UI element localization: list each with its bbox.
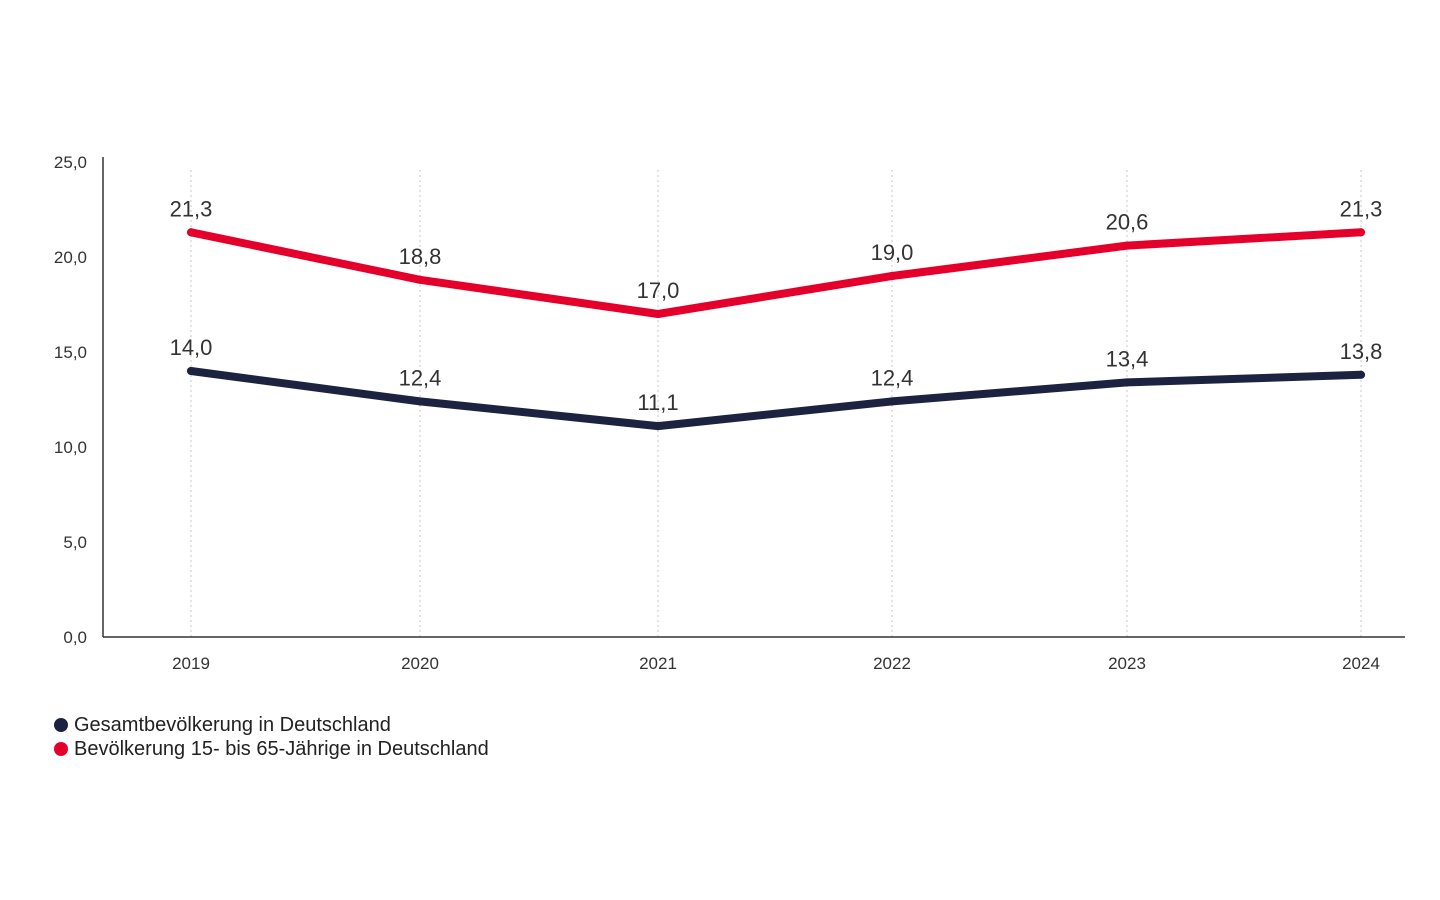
legend-marker-total xyxy=(54,718,68,732)
legend-label-working-age: Bevölkerung 15- bis 65-Jährige in Deutsc… xyxy=(74,737,489,760)
data-label: 12,4 xyxy=(871,365,914,390)
x-tick-label: 2022 xyxy=(873,654,911,673)
data-label: 14,0 xyxy=(170,335,213,360)
data-label: 21,3 xyxy=(1340,196,1383,221)
x-tick-label: 2021 xyxy=(639,654,677,673)
data-point xyxy=(654,422,662,431)
data-point xyxy=(654,310,662,318)
data-point xyxy=(888,272,896,280)
data-labels: 14,0 12,4 11,1 12,4 13,4 13,8 21,3 18,8 17,0 19,0… xyxy=(170,196,1383,415)
legend-marker-working-age xyxy=(54,742,68,756)
data-label: 17,0 xyxy=(637,278,680,303)
y-tick-label: 0,0 xyxy=(63,628,87,647)
y-tick-label: 5,0 xyxy=(63,533,87,552)
data-point xyxy=(1357,370,1365,379)
data-point xyxy=(1357,228,1365,237)
data-point xyxy=(187,367,195,375)
legend: Gesamtbevölkerung in Deutschland Bevölke… xyxy=(54,713,489,761)
y-axis-ticks: 0,0 5,0 10,0 15,0 20,0 25,0 xyxy=(54,153,87,647)
y-tick-label: 25,0 xyxy=(54,153,87,172)
x-tick-label: 2024 xyxy=(1342,654,1380,673)
legend-item-working-age: Bevölkerung 15- bis 65-Jährige in Deutsc… xyxy=(54,737,489,761)
data-point xyxy=(416,397,424,406)
data-label: 13,4 xyxy=(1106,346,1149,371)
series-line-1 xyxy=(187,228,1365,318)
data-label: 13,8 xyxy=(1340,339,1383,364)
x-axis-ticks: 2019 2020 2021 2022 2023 2024 xyxy=(172,654,1380,673)
x-tick-label: 2023 xyxy=(1108,654,1146,673)
data-point xyxy=(416,275,424,284)
x-tick-label: 2019 xyxy=(172,654,210,673)
data-label: 11,1 xyxy=(637,390,678,415)
data-label: 21,3 xyxy=(170,196,213,221)
data-point xyxy=(187,228,195,237)
series-line-0 xyxy=(187,367,1365,431)
data-point xyxy=(1123,378,1131,387)
data-label: 20,6 xyxy=(1106,210,1149,235)
x-tick-label: 2020 xyxy=(401,654,439,673)
y-tick-label: 10,0 xyxy=(54,438,87,457)
data-point xyxy=(888,397,896,406)
series-lines xyxy=(187,228,1365,431)
data-label: 12,4 xyxy=(399,365,442,390)
data-label: 19,0 xyxy=(871,240,914,265)
legend-label-total: Gesamtbevölkerung in Deutschland xyxy=(74,713,391,736)
data-point xyxy=(1123,241,1131,250)
y-tick-label: 20,0 xyxy=(54,248,87,267)
y-tick-label: 15,0 xyxy=(54,343,87,362)
data-label: 18,8 xyxy=(399,244,442,269)
legend-item-total: Gesamtbevölkerung in Deutschland xyxy=(54,713,489,737)
